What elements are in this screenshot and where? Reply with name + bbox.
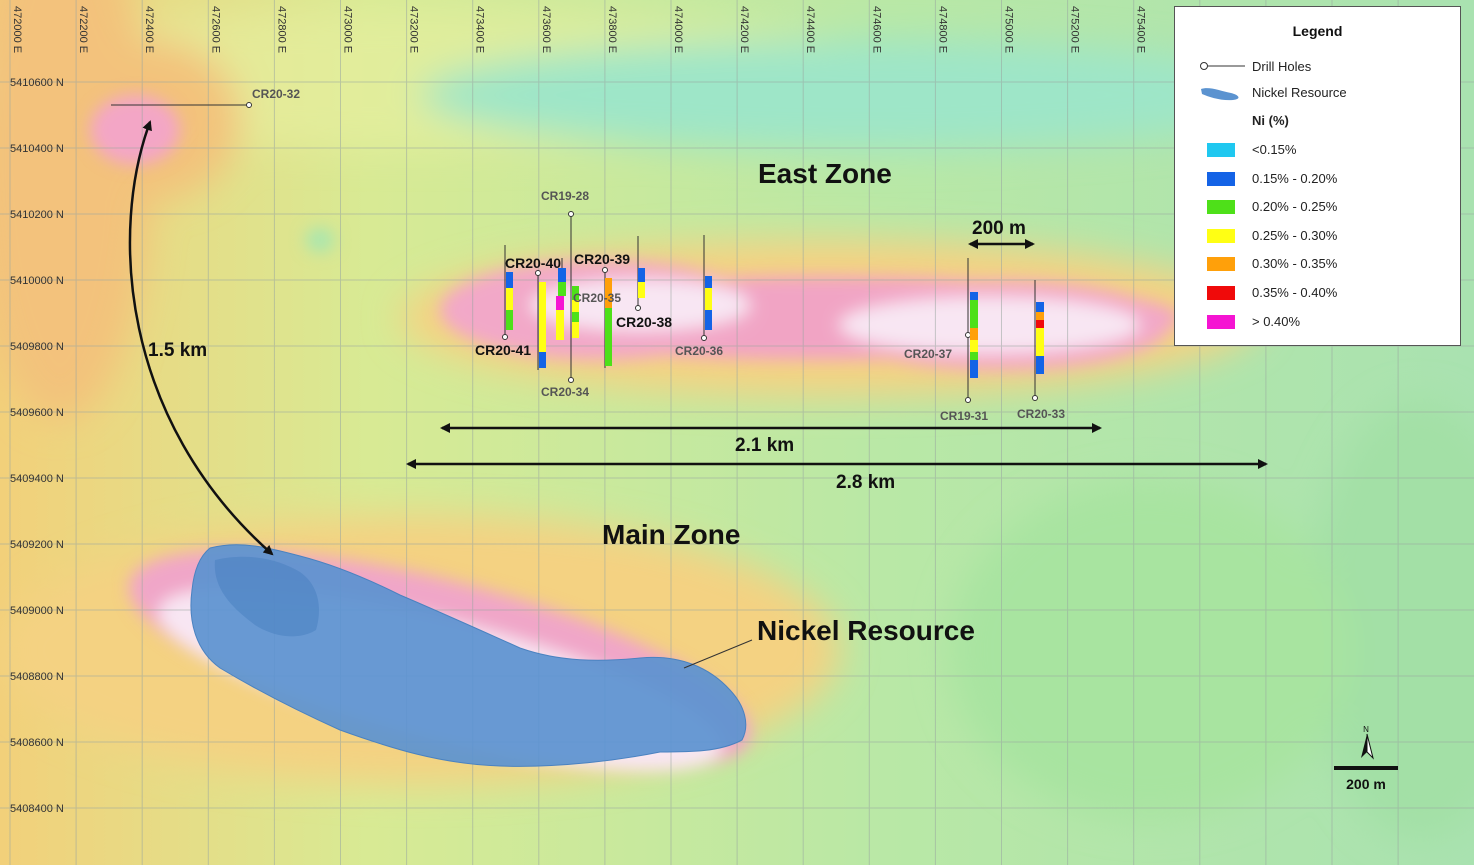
legend-ni-class-label: 0.25% - 0.30% [1252, 227, 1338, 243]
easting-label: 474000 E [672, 6, 684, 53]
legend-swatch [1207, 200, 1235, 215]
easting-label: 472200 E [77, 6, 89, 53]
legend-swatch [1207, 171, 1235, 186]
easting-label: 475400 E [1135, 6, 1147, 53]
nickel-resource-symbol-icon [1201, 88, 1239, 101]
legend-ni-class-label: <0.15% [1252, 142, 1297, 157]
northing-label: 5410000 N [10, 275, 64, 287]
legend-ni-title: Ni (%) [1252, 113, 1289, 128]
drill-hole-label-cr20-39: CR20-39 [574, 251, 630, 267]
legend-ni-class-label: 0.15% - 0.20% [1252, 170, 1338, 186]
northing-label: 5408600 N [10, 737, 64, 749]
easting-label: 473000 E [342, 6, 354, 53]
east-zone-label: East Zone [758, 158, 892, 189]
drill-hole-label-cr20-35: CR20-35 [573, 291, 621, 305]
distance-label-2-8km: 2.8 km [836, 472, 895, 493]
legend-swatch [1207, 286, 1235, 300]
legend-swatch [1207, 228, 1235, 243]
easting-label: 473200 E [408, 6, 420, 53]
legend-drill-holes-label: Drill Holes [1252, 59, 1312, 74]
legend-nickel-resource-label: Nickel Resource [1252, 85, 1347, 100]
legend-ni-class: > 0.40% [1175, 312, 1460, 332]
main-zone-label: Main Zone [602, 519, 740, 550]
drill-hole-label-cr20-33: CR20-33 [1017, 407, 1065, 421]
drill-hole-label-cr20-36: CR20-36 [675, 344, 723, 358]
easting-label: 473400 E [474, 6, 486, 53]
northing-label: 5410200 N [10, 209, 64, 221]
drill-hole-label-cr19-31: CR19-31 [940, 409, 988, 423]
scale-bar: N 200 m [1334, 720, 1400, 800]
easting-label: 475000 E [1003, 6, 1015, 53]
northing-label: 5408400 N [10, 803, 64, 815]
northing-label: 5408800 N [10, 671, 64, 683]
easting-label: 472400 E [143, 6, 155, 53]
drill-hole-label-cr20-34: CR20-34 [541, 385, 589, 399]
scale-bar-label: 200 m [1346, 776, 1386, 792]
legend-ni-class: 0.20% - 0.25% [1175, 197, 1460, 217]
northing-label: 5409200 N [10, 539, 64, 551]
legend-ni-class: 0.15% - 0.20% [1175, 169, 1460, 189]
drill-hole-symbol-icon [1200, 62, 1245, 70]
legend-swatch [1207, 143, 1235, 157]
northing-label: 5409400 N [10, 473, 64, 485]
distance-label-2-1km: 2.1 km [735, 435, 794, 456]
legend-ni-class: <0.15% [1175, 140, 1460, 160]
legend-swatch [1207, 314, 1235, 329]
distance-arrow-1-5km [128, 120, 274, 556]
legend-ni-class-label: 0.30% - 0.35% [1252, 256, 1338, 272]
legend-ni-class-label: > 0.40% [1252, 313, 1301, 329]
legend-ni-class: 0.30% - 0.35% [1175, 254, 1460, 274]
legend-swatch [1207, 257, 1235, 272]
distance-label-1-5km: 1.5 km [148, 340, 207, 361]
svg-text:N: N [1363, 725, 1369, 734]
legend-drill-holes: Drill Holes [1175, 57, 1460, 77]
legend-title: Legend [1292, 23, 1343, 39]
drill-hole-label-cr20-41: CR20-41 [475, 342, 531, 358]
easting-label: 473600 E [540, 6, 552, 53]
legend-nickel-resource: Nickel Resource [1175, 83, 1460, 103]
distance-label-200m: 200 m [972, 218, 1026, 239]
drill-hole-label-cr20-40: CR20-40 [505, 255, 561, 271]
easting-label: 473800 E [606, 6, 618, 53]
legend-ni-class-label: 0.20% - 0.25% [1252, 199, 1338, 215]
drill-hole-label-cr20-32: CR20-32 [252, 87, 300, 101]
easting-label: 474400 E [804, 6, 816, 53]
easting-label: 472000 E [11, 6, 23, 53]
northing-labels: 5410600 N 5410400 N 5410200 N 5410000 N 5409… [10, 77, 64, 815]
nickel-resource-label: Nickel Resource [757, 615, 975, 646]
legend-ni-class: 0.35% - 0.40% [1175, 283, 1460, 303]
legend-panel: Legend Drill Holes Nickel Resource Ni (%… [1174, 6, 1461, 346]
legend-ni-class: 0.25% - 0.30% [1175, 226, 1460, 246]
nickel-resource-inner [214, 556, 319, 637]
drill-hole-assays [506, 268, 1044, 378]
drill-hole-label-cr19-28: CR19-28 [541, 189, 589, 203]
nickel-resource-leader [683, 639, 753, 669]
drill-hole-label-cr20-38: CR20-38 [616, 314, 672, 330]
easting-label: 474200 E [738, 6, 750, 53]
northing-label: 5409600 N [10, 407, 64, 419]
easting-label: 474600 E [870, 6, 882, 53]
easting-label: 474800 E [936, 6, 948, 53]
northing-label: 5410400 N [10, 143, 64, 155]
northing-label: 5410600 N [10, 77, 64, 89]
legend-ni-class-label: 0.35% - 0.40% [1252, 285, 1338, 300]
easting-labels: 472000 E 472200 E 472400 E 472600 E 472800 E… [11, 6, 1147, 53]
northing-label: 5409000 N [10, 605, 64, 617]
easting-label: 472600 E [209, 6, 221, 53]
drill-hole-label-cr20-37: CR20-37 [904, 347, 952, 361]
north-arrow-icon: N 200 m [1334, 725, 1398, 792]
easting-label: 472800 E [275, 6, 287, 53]
nickel-resource-polygon [190, 544, 747, 767]
easting-label: 475200 E [1069, 6, 1081, 53]
northing-label: 5409800 N [10, 341, 64, 353]
